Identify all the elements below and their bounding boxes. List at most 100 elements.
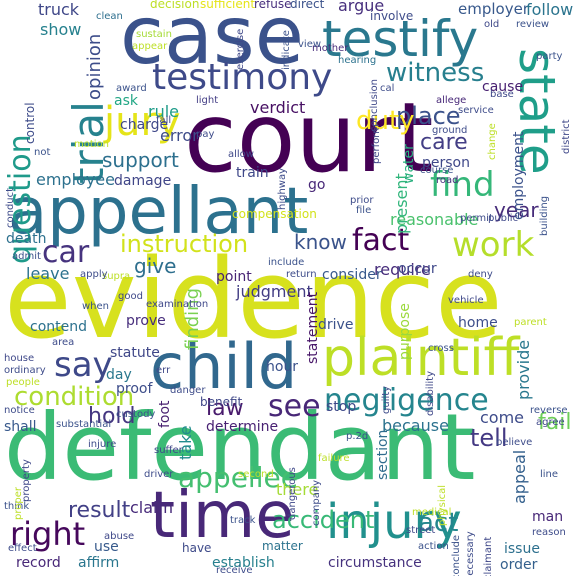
word: public	[488, 213, 519, 224]
word: highway	[277, 167, 288, 210]
word: cause	[482, 79, 524, 95]
word: motion	[74, 139, 110, 150]
word: give	[134, 254, 177, 278]
word: believe	[496, 437, 533, 448]
word: damage	[114, 173, 172, 189]
word: issue	[504, 541, 540, 557]
word: purpose	[397, 303, 413, 360]
word: fall	[156, 115, 172, 126]
word: injure	[88, 439, 117, 450]
word: change	[487, 123, 498, 160]
word: instruction	[120, 230, 249, 258]
word: company	[311, 479, 322, 526]
word: employment	[511, 131, 527, 221]
word: fact	[352, 223, 410, 258]
word: dangerous	[287, 467, 298, 520]
word: think	[4, 501, 30, 512]
word: work	[452, 225, 535, 265]
word: statute	[110, 345, 160, 361]
word: judgment	[236, 282, 313, 301]
word: proper	[13, 487, 24, 520]
word: effect	[8, 543, 37, 554]
word: good	[118, 291, 143, 302]
word: action	[418, 541, 449, 552]
word: leave	[26, 264, 70, 283]
word: direct	[290, 0, 325, 11]
word: finding	[182, 287, 203, 350]
word: err	[156, 365, 171, 376]
word: support	[102, 148, 179, 172]
word: argue	[338, 0, 385, 15]
word: determine	[206, 419, 279, 435]
word: tell	[470, 424, 508, 452]
word: danger	[170, 385, 206, 396]
word: apply	[80, 269, 108, 280]
word: vehicle	[448, 295, 484, 306]
word: charge	[120, 117, 169, 133]
word: act	[418, 508, 459, 538]
word: show	[40, 20, 82, 39]
word: say	[54, 345, 113, 385]
word: because	[382, 416, 449, 435]
word: receive	[216, 565, 253, 576]
word: exercise	[235, 28, 246, 70]
word: employer	[458, 0, 529, 18]
word: pay	[196, 129, 215, 140]
word: deny	[468, 269, 493, 280]
word: employee	[36, 170, 115, 189]
word: reasonable	[390, 210, 479, 229]
word: file	[356, 205, 372, 216]
word: necessary	[465, 531, 476, 576]
word: allow	[228, 149, 254, 160]
word: sustain	[136, 29, 172, 40]
word: medical	[412, 507, 452, 518]
word: physical	[437, 485, 448, 526]
word: admit	[12, 251, 41, 262]
word: child	[150, 330, 298, 403]
word: year	[494, 198, 539, 222]
word: establish	[212, 555, 275, 571]
word: view	[298, 39, 322, 50]
word: award	[116, 83, 147, 94]
word: verdict	[250, 98, 306, 117]
word: care	[420, 130, 468, 155]
word: service	[458, 105, 494, 116]
word: drive	[318, 317, 354, 333]
word: district	[561, 119, 572, 154]
word: track	[230, 515, 256, 526]
word: mother	[312, 43, 349, 54]
word: car	[42, 235, 90, 270]
word: ordinary	[4, 365, 46, 376]
word: fail	[538, 410, 572, 435]
word: reason	[532, 527, 566, 538]
word: old	[484, 19, 500, 30]
word: result	[68, 498, 131, 523]
word: error	[160, 126, 199, 145]
word: plaintiff	[322, 328, 520, 388]
word: testimony	[152, 57, 333, 98]
word: return	[286, 269, 317, 280]
word: ask	[114, 93, 138, 109]
word: man	[532, 509, 564, 525]
word: disability	[425, 371, 436, 416]
word: appellee	[178, 461, 298, 494]
word: base	[490, 89, 514, 100]
word: require	[374, 260, 431, 279]
word: place	[396, 102, 461, 130]
word: parent	[514, 317, 547, 328]
word: cross	[428, 343, 454, 354]
word: have	[182, 541, 212, 555]
word: compensation	[232, 207, 317, 221]
word: use	[94, 539, 119, 555]
word: hearing	[338, 55, 377, 66]
word: defendant	[4, 394, 476, 501]
word: condition	[14, 382, 135, 412]
word: right	[10, 515, 86, 553]
word: appear	[132, 41, 168, 52]
word: driver	[144, 469, 174, 480]
word: claimant	[483, 536, 494, 576]
word: order	[500, 557, 538, 573]
word: notice	[4, 405, 35, 416]
word: second	[238, 469, 274, 480]
word: follow	[526, 0, 574, 19]
